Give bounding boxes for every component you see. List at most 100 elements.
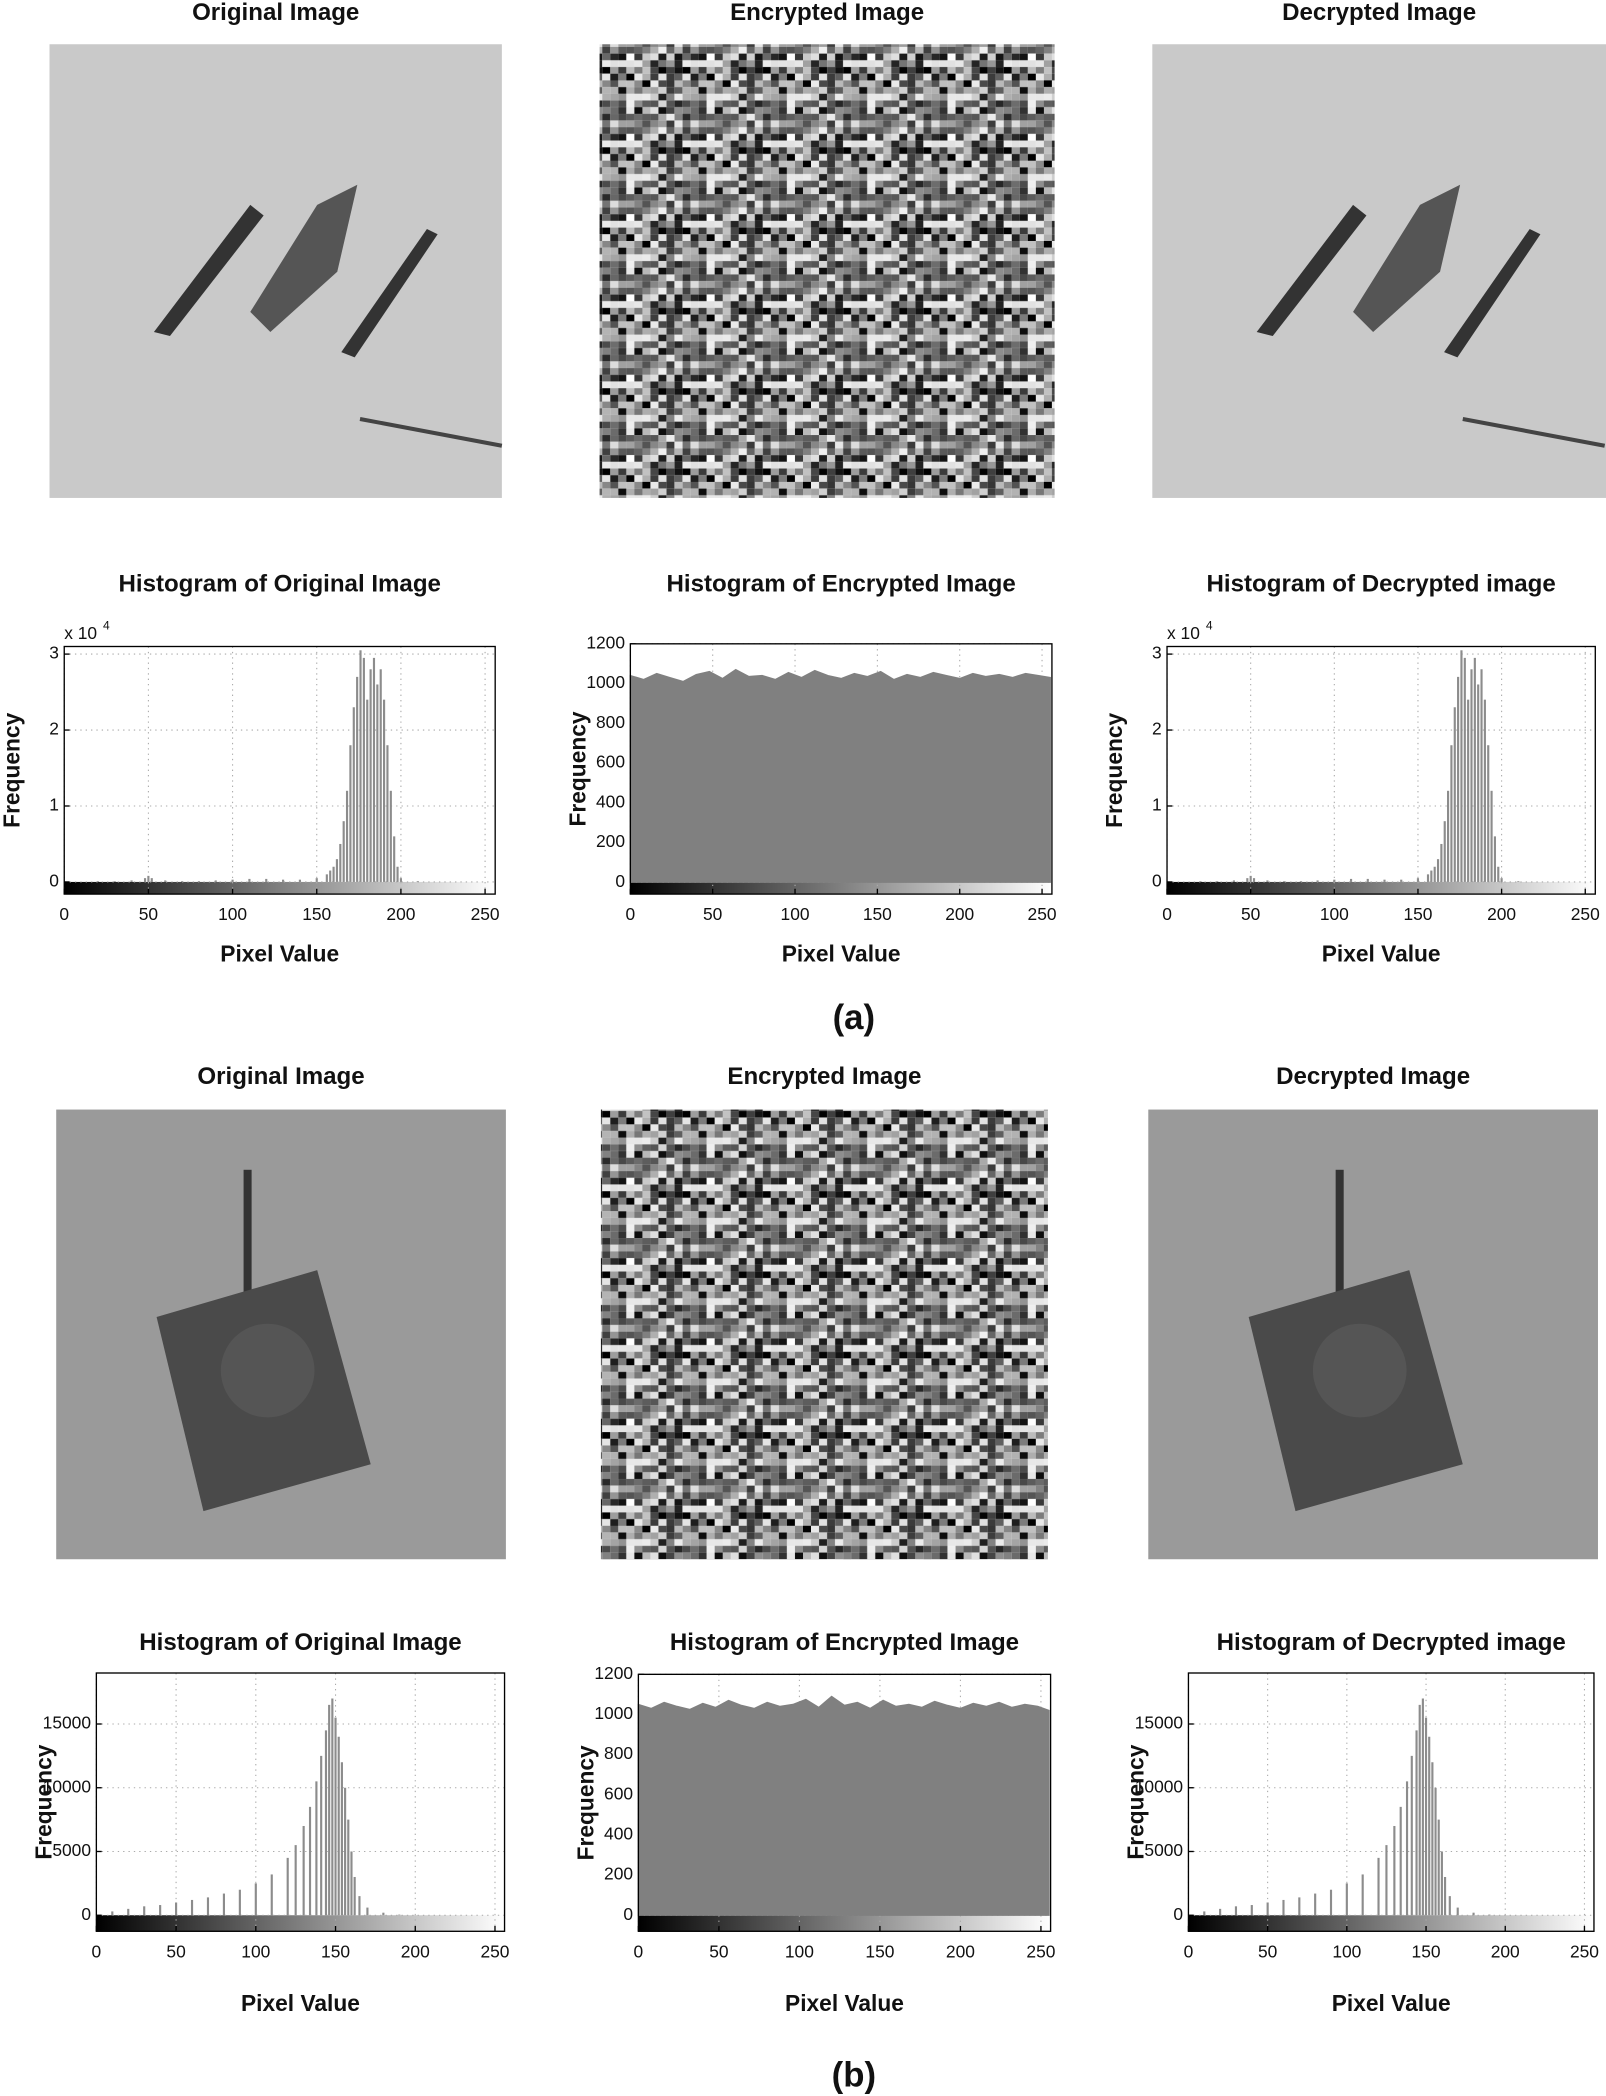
bar bbox=[159, 1905, 162, 1916]
y-axis-label: Frequency bbox=[1101, 712, 1127, 827]
bar bbox=[130, 880, 133, 882]
bar bbox=[111, 1911, 114, 1916]
bar bbox=[358, 1896, 361, 1916]
bar bbox=[315, 878, 318, 882]
x-tick-label: 150 bbox=[302, 904, 331, 924]
y-tick-label: 600 bbox=[604, 1783, 633, 1803]
y-axis-label: Frequency bbox=[1123, 1744, 1149, 1859]
bar bbox=[1316, 880, 1319, 882]
y-tick-label: 0 bbox=[1173, 1904, 1183, 1924]
caption: (b) bbox=[832, 2056, 876, 2094]
bar bbox=[359, 650, 362, 882]
photo-shape bbox=[1335, 1169, 1344, 1331]
y-tick-label: 0 bbox=[81, 1904, 91, 1924]
bar bbox=[150, 878, 153, 882]
y-tick-label: 0 bbox=[49, 871, 59, 891]
x-tick-label: 50 bbox=[166, 1941, 185, 1961]
photo bbox=[49, 44, 502, 498]
y-tick-label: 200 bbox=[596, 831, 625, 851]
bar bbox=[1463, 657, 1466, 882]
bar bbox=[1199, 881, 1202, 882]
y-tick-label: 200 bbox=[604, 1864, 633, 1884]
bar bbox=[197, 881, 200, 882]
bar bbox=[308, 1806, 312, 1916]
x-tick-label: 200 bbox=[945, 904, 974, 924]
image-title: Encrypted Image bbox=[730, 0, 924, 26]
y-tick-label: 0 bbox=[1152, 871, 1162, 891]
photo-shape bbox=[1256, 204, 1367, 337]
bar bbox=[315, 1781, 318, 1916]
bar bbox=[1345, 1883, 1348, 1916]
bar bbox=[389, 790, 392, 882]
x-tick-label: 250 bbox=[1026, 1941, 1055, 1961]
x-axis-label: Pixel Value bbox=[785, 1990, 904, 2016]
bar bbox=[1493, 836, 1496, 882]
x-tick-label: 250 bbox=[1570, 1941, 1599, 1961]
plot-frame bbox=[629, 643, 1053, 895]
bar bbox=[1333, 879, 1336, 882]
bar bbox=[1219, 1908, 1222, 1916]
bar bbox=[366, 1907, 369, 1916]
bar bbox=[344, 1787, 347, 1916]
axis-multiplier: x 10 bbox=[1167, 623, 1200, 643]
image-title: Decrypted Image bbox=[1276, 1063, 1470, 1090]
chart-title: Histogram of Encrypted Image bbox=[667, 570, 1016, 597]
bar bbox=[1410, 1755, 1413, 1916]
bar bbox=[369, 669, 372, 882]
x-tick-label: 0 bbox=[92, 1941, 102, 1961]
bar bbox=[320, 1755, 323, 1916]
x-tick-label: 250 bbox=[1571, 904, 1600, 924]
bar bbox=[324, 1730, 328, 1916]
bar bbox=[1470, 669, 1473, 882]
plot-frame bbox=[1187, 1672, 1595, 1932]
y-axis-label: Frequency bbox=[31, 1744, 57, 1859]
bar bbox=[1415, 1730, 1418, 1916]
x-tick-label: 50 bbox=[1241, 904, 1260, 924]
bar bbox=[143, 1906, 146, 1916]
bar bbox=[1447, 790, 1450, 882]
y-tick-label: 15000 bbox=[43, 1713, 91, 1733]
bar bbox=[376, 684, 379, 882]
bar bbox=[231, 879, 234, 882]
x-tick-label: 0 bbox=[1162, 904, 1172, 924]
bar bbox=[339, 843, 342, 882]
bar bbox=[265, 878, 268, 882]
area bbox=[629, 668, 1051, 883]
colorbar bbox=[638, 1915, 1051, 1932]
bar bbox=[1399, 1806, 1402, 1916]
bar bbox=[254, 1883, 257, 1916]
bar bbox=[1250, 1905, 1253, 1916]
axis-multiplier: x 10 bbox=[64, 623, 97, 643]
bar bbox=[1246, 878, 1249, 882]
bar bbox=[1366, 878, 1369, 882]
y-tick-label: 1200 bbox=[586, 632, 625, 652]
y-tick-label: 1 bbox=[49, 795, 59, 815]
bar bbox=[382, 1912, 385, 1916]
y-tick-label: 1000 bbox=[586, 672, 625, 692]
bar bbox=[1249, 875, 1252, 882]
y-axis-label: Frequency bbox=[565, 711, 591, 826]
bar bbox=[328, 1704, 331, 1916]
bar bbox=[1349, 878, 1353, 882]
x-tick-label: 0 bbox=[1184, 1941, 1194, 1961]
bar bbox=[113, 881, 116, 882]
bar bbox=[1383, 879, 1386, 882]
bar bbox=[1437, 1819, 1440, 1916]
y-tick-label: 3 bbox=[1152, 643, 1162, 663]
bar bbox=[1456, 1907, 1459, 1916]
area bbox=[637, 1695, 1050, 1916]
bar bbox=[1400, 879, 1403, 882]
bar bbox=[282, 879, 285, 882]
bar bbox=[396, 866, 399, 882]
bar bbox=[1282, 1899, 1285, 1916]
chart-title: Histogram of Decrypted image bbox=[1207, 570, 1556, 597]
bar bbox=[181, 881, 184, 882]
x-tick-label: 100 bbox=[781, 904, 810, 924]
x-tick-label: 0 bbox=[626, 904, 636, 924]
x-axis-label: Pixel Value bbox=[220, 941, 339, 967]
bar bbox=[386, 745, 389, 882]
bar bbox=[1216, 881, 1219, 882]
bar bbox=[393, 836, 396, 882]
bar bbox=[1472, 1912, 1475, 1916]
x-tick-label: 250 bbox=[471, 904, 500, 924]
